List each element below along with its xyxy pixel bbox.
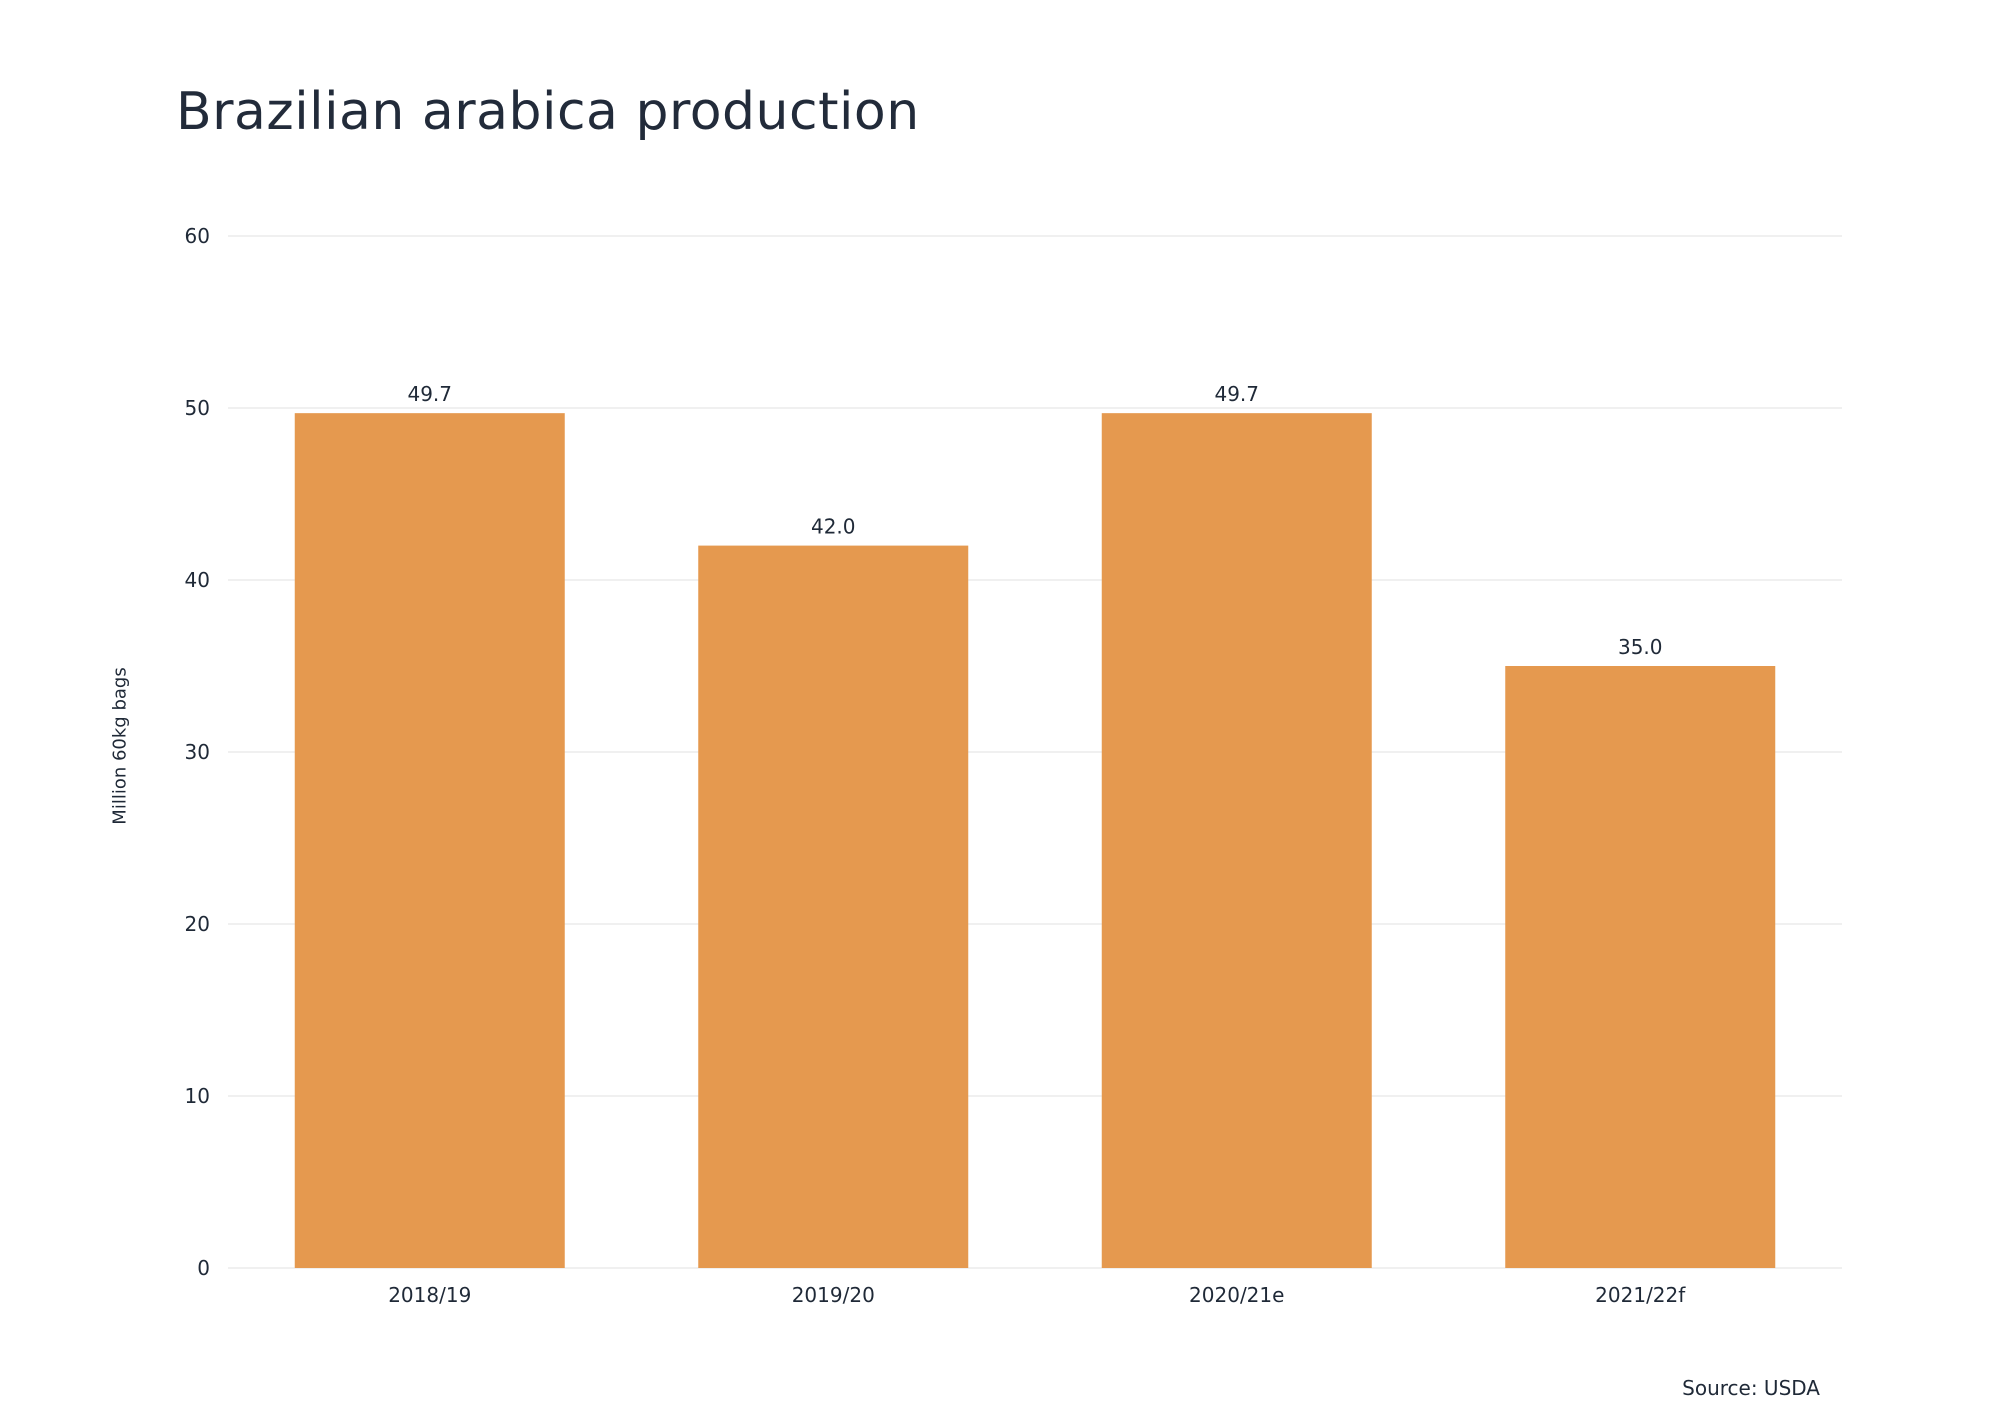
bar <box>698 545 969 1268</box>
bar-value-label: 42.0 <box>811 515 856 539</box>
bar-value-label: 49.7 <box>1214 382 1259 406</box>
x-tick-label: 2021/22f <box>1595 1283 1686 1307</box>
bar <box>294 413 565 1268</box>
y-tick-label: 60 <box>185 224 210 248</box>
chart-title: Brazilian arabica production <box>176 82 920 142</box>
x-tick-label: 2019/20 <box>792 1283 875 1307</box>
x-tick-label: 2018/19 <box>388 1283 471 1307</box>
y-tick-label: 20 <box>185 912 210 936</box>
x-tick-label: 2020/21e <box>1189 1283 1284 1307</box>
bar <box>1101 413 1372 1268</box>
y-tick-label: 0 <box>197 1256 210 1280</box>
y-tick-label: 30 <box>185 740 210 764</box>
y-tick-label: 50 <box>185 396 210 420</box>
bar-value-label: 49.7 <box>407 382 452 406</box>
y-tick-label: 40 <box>185 568 210 592</box>
y-tick-label: 10 <box>185 1084 210 1108</box>
source-note: Source: USDA <box>1682 1376 1820 1400</box>
bar-value-label: 35.0 <box>1618 635 1663 659</box>
bar <box>1505 666 1776 1268</box>
